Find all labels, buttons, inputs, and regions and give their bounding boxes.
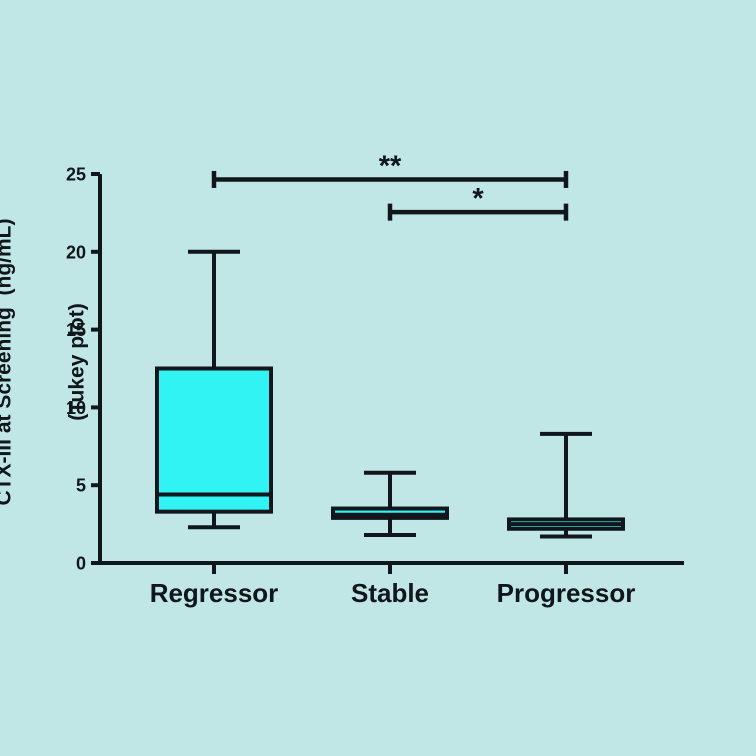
x-category-label-progressor: Progressor — [497, 578, 636, 608]
comparison-bar-1-significance-label: ** — [379, 150, 402, 182]
x-category-label-regressor: Regressor — [150, 578, 279, 608]
y-tick-label: 5 — [76, 476, 86, 496]
y-tick-label: 0 — [76, 553, 86, 573]
comparison-bar-2-significance-label: * — [472, 183, 484, 215]
box-regressor-iqr-rect — [155, 366, 273, 514]
y-tick-label: 20 — [66, 242, 86, 262]
x-category-label-stable: Stable — [351, 578, 429, 608]
y-tick-label: 15 — [66, 320, 86, 340]
y-tick-label: 25 — [66, 164, 86, 184]
y-tick-label: 10 — [66, 398, 86, 418]
